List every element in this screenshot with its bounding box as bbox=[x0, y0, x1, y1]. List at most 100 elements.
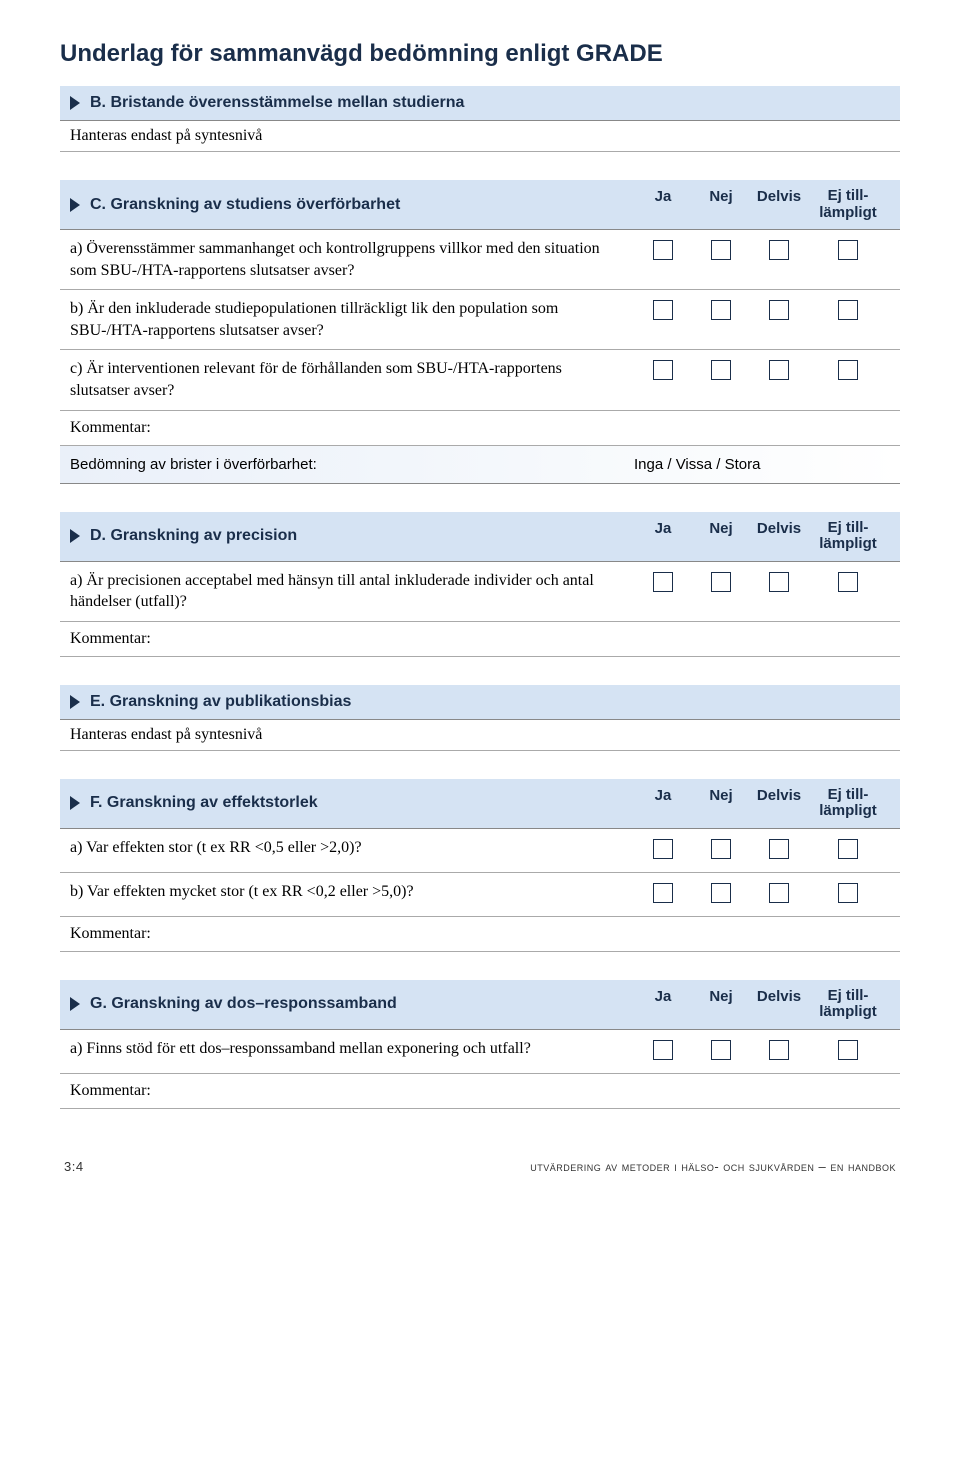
col-delvis: Delvis bbox=[750, 787, 808, 820]
checkbox-group bbox=[634, 1038, 888, 1065]
checkbox-group bbox=[634, 570, 888, 597]
section-f-title: F. Granskning av effektstorlek bbox=[90, 794, 634, 812]
checkbox-group bbox=[634, 881, 888, 908]
section-d-kommentar: Kommentar: bbox=[60, 622, 900, 657]
chevron-right-icon bbox=[70, 529, 80, 543]
checkbox-group bbox=[634, 298, 888, 325]
checkbox-nej[interactable] bbox=[711, 839, 731, 859]
assessment-value: Inga / Vissa / Stora bbox=[634, 456, 888, 473]
checkbox-delvis[interactable] bbox=[769, 883, 789, 903]
page-title: Underlag för sammanvägd bedömning enligt… bbox=[60, 40, 900, 68]
section-g-header: G. Granskning av dos–responssamband Ja N… bbox=[60, 980, 900, 1030]
chevron-right-icon bbox=[70, 796, 80, 810]
section-b-subtext: Hanteras endast på syntesnivå bbox=[60, 121, 900, 152]
section-d-item-a: a) Är precisionen acceptabel med hänsyn … bbox=[60, 562, 900, 622]
checkbox-nej[interactable] bbox=[711, 300, 731, 320]
checkbox-ej[interactable] bbox=[838, 300, 858, 320]
section-c: C. Granskning av studiens överförbarhet … bbox=[60, 180, 900, 484]
section-c-header: C. Granskning av studiens överförbarhet … bbox=[60, 180, 900, 230]
checkbox-ej[interactable] bbox=[838, 240, 858, 260]
checkbox-delvis[interactable] bbox=[769, 839, 789, 859]
col-delvis: Delvis bbox=[750, 520, 808, 553]
section-b-title: B. Bristande överensstämmelse mellan stu… bbox=[90, 94, 888, 112]
section-c-assessment: Bedömning av brister i överförbarhet: In… bbox=[60, 446, 900, 484]
checkbox-delvis[interactable] bbox=[769, 300, 789, 320]
col-delvis: Delvis bbox=[750, 988, 808, 1021]
checkbox-group bbox=[634, 358, 888, 385]
footer-page-number: 3:4 bbox=[64, 1159, 84, 1174]
col-delvis: Delvis bbox=[750, 188, 808, 221]
item-text: a) Var effekten stor (t ex RR <0,5 eller… bbox=[70, 837, 634, 859]
checkbox-ja[interactable] bbox=[653, 883, 673, 903]
col-ja: Ja bbox=[634, 188, 692, 221]
checkbox-ja[interactable] bbox=[653, 360, 673, 380]
section-f-item-a: a) Var effekten stor (t ex RR <0,5 eller… bbox=[60, 829, 900, 873]
section-g: G. Granskning av dos–responssamband Ja N… bbox=[60, 980, 900, 1109]
col-ej: Ej till-lämpligt bbox=[808, 787, 888, 820]
page-footer: 3:4 utvärdering av metoder i hälso- och … bbox=[60, 1159, 900, 1174]
col-ja: Ja bbox=[634, 520, 692, 553]
checkbox-ja[interactable] bbox=[653, 839, 673, 859]
section-g-kommentar: Kommentar: bbox=[60, 1074, 900, 1109]
section-d: D. Granskning av precision Ja Nej Delvis… bbox=[60, 512, 900, 657]
checkbox-ej[interactable] bbox=[838, 883, 858, 903]
col-ej: Ej till-lämpligt bbox=[808, 520, 888, 553]
col-nej: Nej bbox=[692, 188, 750, 221]
item-text: a) Finns stöd för ett dos–responssamband… bbox=[70, 1038, 634, 1060]
checkbox-ej[interactable] bbox=[838, 1040, 858, 1060]
section-e: E. Granskning av publikationsbias Hanter… bbox=[60, 685, 900, 751]
checkbox-delvis[interactable] bbox=[769, 360, 789, 380]
item-text: a) Är precisionen acceptabel med hänsyn … bbox=[70, 570, 634, 613]
section-b: B. Bristande överensstämmelse mellan stu… bbox=[60, 86, 900, 152]
checkbox-group bbox=[634, 238, 888, 265]
checkbox-delvis[interactable] bbox=[769, 240, 789, 260]
checkbox-nej[interactable] bbox=[711, 572, 731, 592]
checkbox-ej[interactable] bbox=[838, 360, 858, 380]
col-nej: Nej bbox=[692, 988, 750, 1021]
section-d-header: D. Granskning av precision Ja Nej Delvis… bbox=[60, 512, 900, 562]
checkbox-group bbox=[634, 837, 888, 864]
chevron-right-icon bbox=[70, 198, 80, 212]
chevron-right-icon bbox=[70, 997, 80, 1011]
checkbox-nej[interactable] bbox=[711, 1040, 731, 1060]
chevron-right-icon bbox=[70, 695, 80, 709]
section-b-header: B. Bristande överensstämmelse mellan stu… bbox=[60, 86, 900, 121]
item-text: b) Var effekten mycket stor (t ex RR <0,… bbox=[70, 881, 634, 903]
col-ja: Ja bbox=[634, 988, 692, 1021]
checkbox-ja[interactable] bbox=[653, 572, 673, 592]
section-f-header: F. Granskning av effektstorlek Ja Nej De… bbox=[60, 779, 900, 829]
column-headers: Ja Nej Delvis Ej till-lämpligt bbox=[634, 520, 888, 553]
section-c-title: C. Granskning av studiens överförbarhet bbox=[90, 196, 634, 214]
checkbox-ej[interactable] bbox=[838, 839, 858, 859]
section-f: F. Granskning av effektstorlek Ja Nej De… bbox=[60, 779, 900, 952]
checkbox-nej[interactable] bbox=[711, 883, 731, 903]
col-nej: Nej bbox=[692, 520, 750, 553]
checkbox-ja[interactable] bbox=[653, 1040, 673, 1060]
section-g-title: G. Granskning av dos–responssamband bbox=[90, 995, 634, 1013]
chevron-right-icon bbox=[70, 96, 80, 110]
checkbox-ja[interactable] bbox=[653, 240, 673, 260]
column-headers: Ja Nej Delvis Ej till-lämpligt bbox=[634, 988, 888, 1021]
column-headers: Ja Nej Delvis Ej till-lämpligt bbox=[634, 787, 888, 820]
section-c-item-c: c) Är interventionen relevant för de för… bbox=[60, 350, 900, 410]
checkbox-nej[interactable] bbox=[711, 360, 731, 380]
col-nej: Nej bbox=[692, 787, 750, 820]
section-e-title: E. Granskning av publikationsbias bbox=[90, 693, 888, 711]
section-f-item-b: b) Var effekten mycket stor (t ex RR <0,… bbox=[60, 873, 900, 917]
checkbox-delvis[interactable] bbox=[769, 572, 789, 592]
section-d-title: D. Granskning av precision bbox=[90, 527, 634, 545]
checkbox-ja[interactable] bbox=[653, 300, 673, 320]
item-text: c) Är interventionen relevant för de för… bbox=[70, 358, 634, 401]
section-c-item-b: b) Är den inkluderade studiepopulationen… bbox=[60, 290, 900, 350]
section-c-kommentar: Kommentar: bbox=[60, 411, 900, 446]
col-ej: Ej till-lämpligt bbox=[808, 988, 888, 1021]
item-text: b) Är den inkluderade studiepopulationen… bbox=[70, 298, 634, 341]
col-ej: Ej till-lämpligt bbox=[808, 188, 888, 221]
item-text: a) Överensstämmer sammanhanget och kontr… bbox=[70, 238, 634, 281]
checkbox-delvis[interactable] bbox=[769, 1040, 789, 1060]
section-e-header: E. Granskning av publikationsbias bbox=[60, 685, 900, 720]
checkbox-nej[interactable] bbox=[711, 240, 731, 260]
checkbox-ej[interactable] bbox=[838, 572, 858, 592]
section-f-kommentar: Kommentar: bbox=[60, 917, 900, 952]
column-headers: Ja Nej Delvis Ej till-lämpligt bbox=[634, 188, 888, 221]
